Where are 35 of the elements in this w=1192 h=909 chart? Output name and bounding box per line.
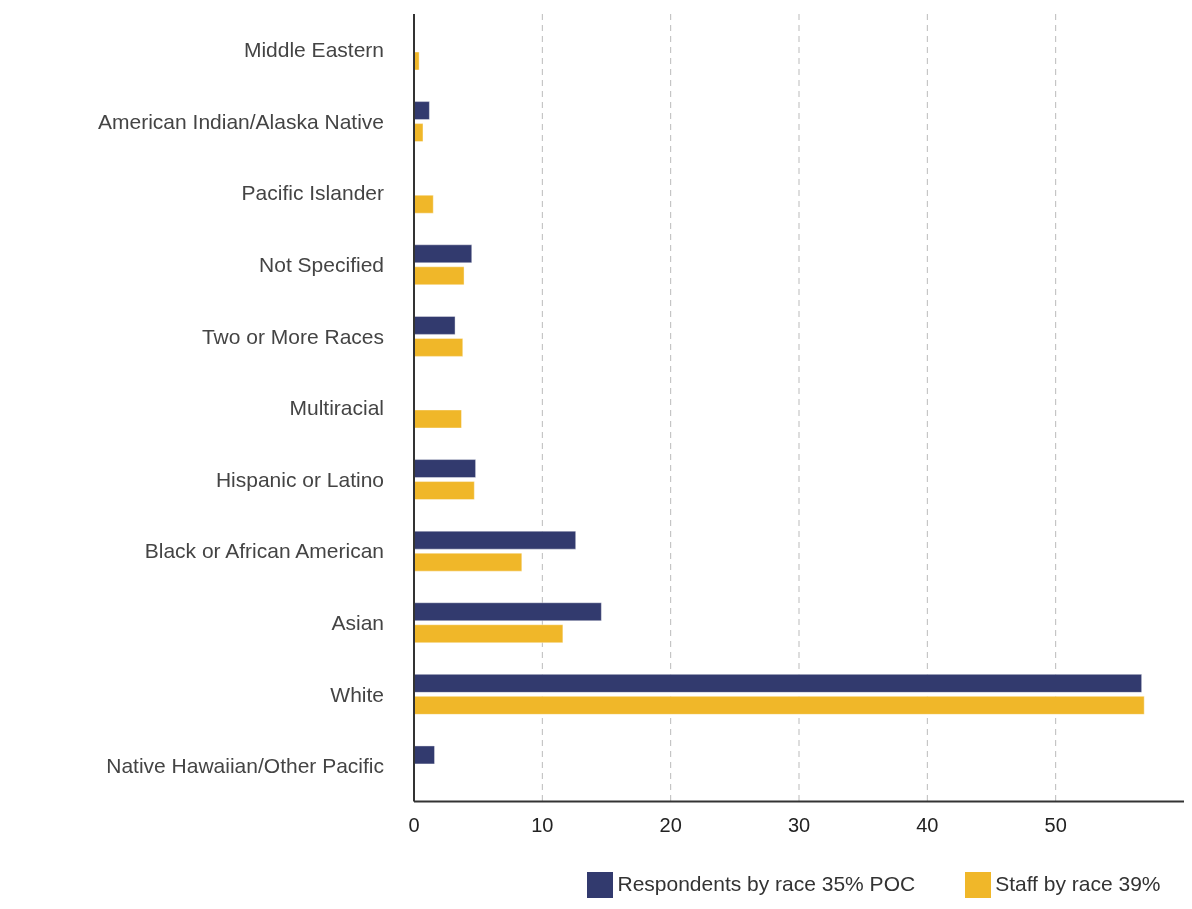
- bar: [414, 266, 465, 286]
- y-tick-label: Two or More Races: [201, 324, 384, 348]
- x-tick-label: 10: [531, 813, 554, 836]
- x-tick-label: 20: [659, 813, 682, 836]
- bar: [414, 315, 456, 335]
- y-tick-label: Multiracial: [289, 396, 384, 420]
- y-tick-label: White: [330, 682, 384, 706]
- y-tick-label: Pacific Islander: [241, 181, 384, 205]
- y-tick-label: Black or African American: [144, 539, 384, 563]
- y-tick-label: Not Specified: [259, 253, 384, 277]
- y-tick-label: Middle Eastern: [243, 38, 384, 62]
- bar: [414, 481, 475, 501]
- legend-label: Staff by race 39%: [995, 871, 1161, 895]
- x-tick-label: 30: [787, 813, 811, 836]
- bar: [414, 194, 434, 214]
- y-tick-label: Asian: [331, 611, 384, 635]
- bar: [414, 409, 462, 429]
- bar: [414, 244, 473, 264]
- bar: [414, 337, 464, 357]
- bar: [414, 552, 523, 572]
- x-tick-label: 0: [408, 813, 420, 836]
- bar: [414, 695, 1145, 715]
- bar: [414, 51, 420, 71]
- bar: [414, 602, 602, 622]
- y-tick-label: Native Hawaiian/Other Pacific: [106, 754, 384, 778]
- x-tick-label: 50: [1044, 813, 1067, 836]
- legend-label: Respondents by race 35% POC: [617, 871, 916, 895]
- bar: [414, 624, 564, 644]
- y-tick-label: American Indian/Alaska Native: [98, 109, 384, 133]
- x-tick-label: 40: [916, 813, 939, 836]
- bar: [414, 673, 1143, 693]
- bar: [414, 745, 436, 765]
- y-tick-label: Hispanic or Latino: [215, 467, 384, 491]
- bar: [414, 459, 477, 479]
- bar: [414, 530, 577, 550]
